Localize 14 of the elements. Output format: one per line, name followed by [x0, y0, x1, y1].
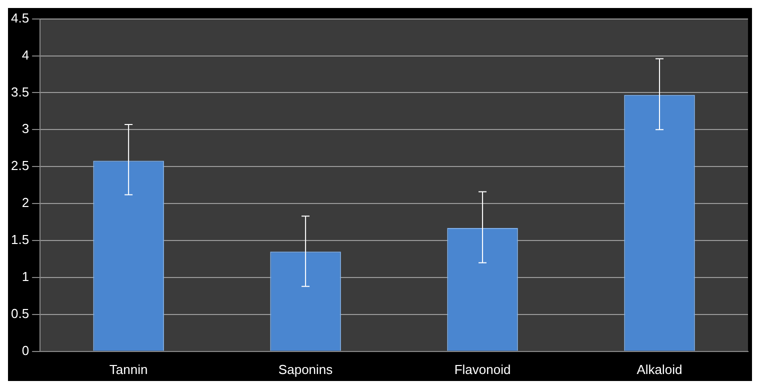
- x-tick-label: Alkaloid: [636, 362, 682, 377]
- y-tick-label: 0.5: [10, 306, 30, 322]
- y-tick-label: 1.5: [10, 232, 30, 248]
- x-tick-label: Tannin: [109, 362, 148, 377]
- x-tick-label: Flavonoid: [454, 362, 511, 377]
- y-tick-label: 2: [22, 195, 30, 210]
- y-tick-label: 1: [22, 269, 30, 284]
- y-tick-label: 3: [22, 121, 30, 136]
- y-tick-label: 4: [22, 47, 30, 62]
- y-tick-label: 0: [22, 342, 30, 358]
- y-tick-label: 3.5: [10, 84, 30, 100]
- y-tick-label: 2.5: [10, 158, 30, 174]
- y-tick-label: 4.5: [10, 10, 30, 26]
- x-tick-label: Saponins: [278, 362, 334, 377]
